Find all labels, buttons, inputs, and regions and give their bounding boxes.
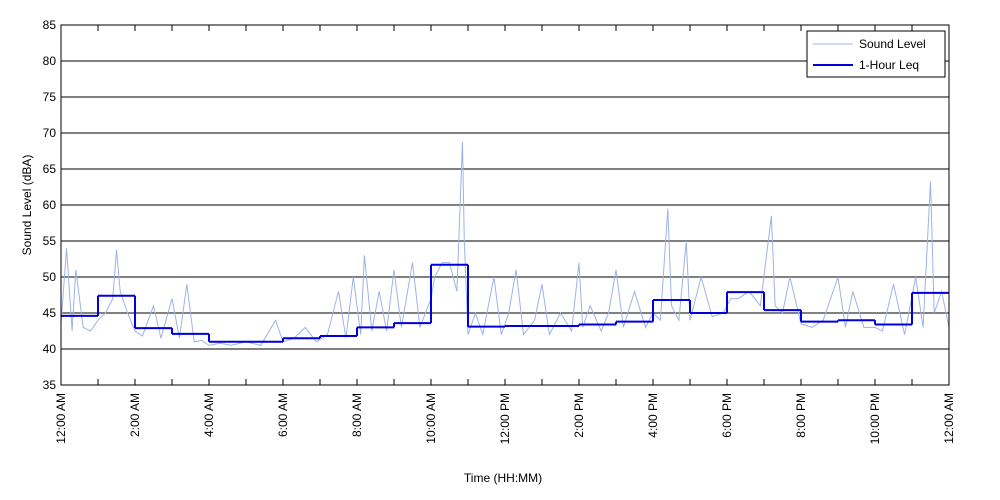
x-tick-label: 6:00 PM — [720, 393, 734, 438]
x-tick-label: 8:00 AM — [350, 393, 364, 437]
y-tick-label: 65 — [43, 162, 57, 176]
y-tick-label: 40 — [43, 342, 57, 356]
y-tick-label: 60 — [43, 198, 57, 212]
y-tick-label: 80 — [43, 54, 57, 68]
x-axis-label: Time (HH:MM) — [464, 471, 542, 485]
x-tick-label: 2:00 PM — [572, 393, 586, 438]
plot-frame — [60, 24, 950, 386]
x-tick-label: 8:00 PM — [794, 393, 808, 438]
legend-box — [806, 30, 946, 78]
x-tick-label: 10:00 AM — [424, 393, 438, 444]
y-tick-label: 45 — [43, 306, 57, 320]
y-axis-label: Sound Level (dBA) — [20, 155, 34, 256]
x-tick-label: 10:00 PM — [868, 393, 882, 444]
x-tick-label: 6:00 AM — [276, 393, 290, 437]
legend-label: 1-Hour Leq — [859, 58, 919, 72]
x-tick-label: 2:00 AM — [128, 393, 142, 437]
legend-label: Sound Level — [859, 37, 926, 51]
y-tick-label: 70 — [43, 126, 57, 140]
y-tick-label: 50 — [43, 270, 57, 284]
x-tick-label: 12:00 AM — [54, 393, 68, 444]
x-tick-label: 4:00 PM — [646, 393, 660, 438]
y-tick-label: 85 — [43, 18, 57, 32]
x-tick-label: 12:00 PM — [498, 393, 512, 444]
sound-level-line — [60, 141, 950, 346]
y-tick-label: 75 — [43, 90, 57, 104]
y-tick-label: 35 — [43, 378, 57, 392]
x-tick-label: 12:00 AM — [942, 393, 956, 444]
x-tick-label: 4:00 AM — [202, 393, 216, 437]
y-tick-label: 55 — [43, 234, 57, 248]
